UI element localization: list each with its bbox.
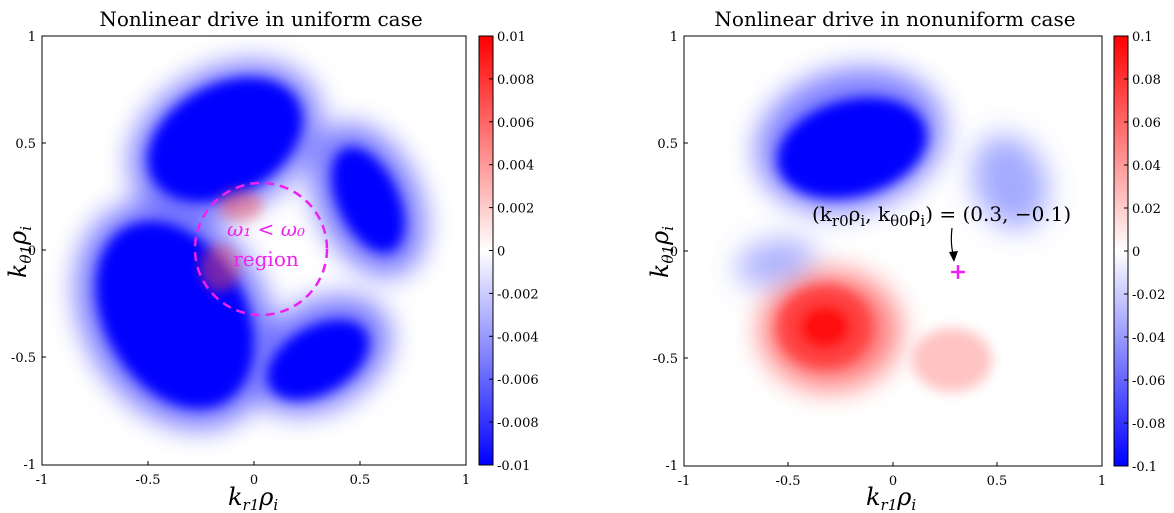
- left-colorbar-ticks: 0.01 0.008 0.006 0.004 0.002 0 -0.002 -0.004 -0.…: [489, 30, 539, 474]
- left-ytick-1: 1: [28, 30, 36, 45]
- right-colorbar-tick-label: 0.06: [1132, 116, 1161, 131]
- right-ytick-0.5: 0.5: [657, 137, 678, 152]
- left-xtick-0: 0: [250, 473, 258, 488]
- right-colorbar-tick-label: 0.1: [1132, 30, 1153, 45]
- right-ytick-0: 0: [670, 245, 678, 260]
- right-colorbar-tick-label: -0.02: [1132, 288, 1165, 303]
- right-xtick--0.5: -0.5: [775, 474, 800, 489]
- left-tick-marks: [42, 142, 361, 465]
- left-region-label-line2: region: [233, 247, 299, 271]
- right-y-axis-label: kθ1ρi: [646, 226, 677, 278]
- left-region-label-line1: ω₁ < ω₀: [227, 217, 305, 241]
- right-red-lobes: [777, 285, 992, 392]
- left-colorbar-tick-label: 0: [497, 245, 505, 260]
- left-ytick--1: -1: [23, 458, 36, 473]
- right-point-arrow: [949, 227, 958, 262]
- right-colorbar-tick-label: 0.08: [1132, 73, 1161, 88]
- right-ytick-1: 1: [670, 30, 678, 45]
- left-heatmap: [42, 36, 466, 465]
- right-colorbar-tick-label: -0.04: [1132, 331, 1165, 346]
- left-title: Nonlinear drive in uniform case: [99, 7, 422, 31]
- right-colorbar-tick-label: -0.1: [1132, 460, 1157, 475]
- left-region-circle: [193, 181, 329, 317]
- left-ytick-0.5: 0.5: [15, 137, 36, 152]
- right-colorbar-tick-label: 0.04: [1132, 159, 1161, 174]
- right-point-marker: [951, 265, 965, 279]
- right-blue-core: [777, 97, 927, 199]
- left-colorbar-tick-label: 0.002: [497, 202, 534, 217]
- right-heatmap: [684, 36, 1102, 466]
- right-x-axis-label: kr1ρi: [866, 483, 916, 513]
- left-ytick--0.5: -0.5: [11, 351, 36, 366]
- right-ytick--0.5: -0.5: [653, 352, 678, 367]
- left-colorbar-tick-label: -0.008: [497, 416, 539, 431]
- left-colorbar-tick-label: -0.006: [497, 373, 539, 388]
- left-panel: Nonlinear drive in uniform case: [4, 7, 539, 513]
- right-panel: Nonlinear drive in nonuniform case: [646, 7, 1165, 513]
- right-point-label: (kr0ρi, kθ0ρi) = (0.3, −0.1): [812, 202, 1071, 230]
- left-colorbar-tick-label: 0.008: [497, 73, 534, 88]
- left-y-axis-label: kθ1ρi: [4, 226, 35, 278]
- left-colorbar-tick-label: -0.004: [497, 330, 539, 345]
- left-xtick-0.5: 0.5: [350, 473, 371, 488]
- right-title: Nonlinear drive in nonuniform case: [714, 7, 1075, 31]
- right-xtick-0: 0: [889, 474, 897, 489]
- right-colorbar-ticks: 0.1 0.08 0.06 0.04 0.02 0 -0.02 -0.04 -0.06 -0.08…: [1124, 30, 1165, 475]
- left-red-lobes: [200, 189, 262, 292]
- right-colorbar-tick-label: -0.08: [1132, 417, 1165, 432]
- right-xtick-0.5: 0.5: [987, 474, 1008, 489]
- left-xtick--0.5: -0.5: [135, 473, 160, 488]
- left-xtick--1: -1: [36, 473, 49, 488]
- right-xtick--1: -1: [678, 474, 691, 489]
- left-colorbar-tick-label: -0.01: [497, 459, 530, 474]
- right-weak-blue-lobes: [735, 135, 1048, 286]
- right-colorbar-tick-label: -0.06: [1132, 374, 1165, 389]
- right-ytick--1: -1: [665, 459, 678, 474]
- right-xtick-1: 1: [1098, 474, 1106, 489]
- left-colorbar-tick-label: 0.01: [497, 30, 526, 45]
- right-colorbar-tick-label: 0.02: [1132, 202, 1161, 217]
- left-colorbar-tick-label: -0.002: [497, 287, 539, 302]
- left-colorbar-tick-label: 0.004: [497, 159, 534, 174]
- left-colorbar-tick-label: 0.006: [497, 116, 534, 131]
- left-xtick-1: 1: [462, 473, 470, 488]
- right-tick-marks: [684, 142, 998, 466]
- right-colorbar-tick-label: 0: [1132, 245, 1140, 260]
- left-ytick-0: 0: [28, 244, 36, 259]
